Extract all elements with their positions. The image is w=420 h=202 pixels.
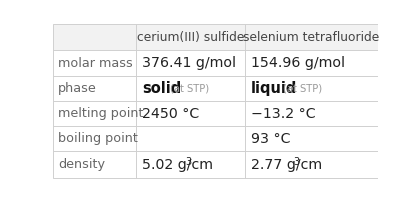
Text: melting point: melting point <box>58 107 143 120</box>
Text: 3: 3 <box>294 157 300 167</box>
Text: selenium tetrafluoride: selenium tetrafluoride <box>243 31 380 44</box>
Text: cerium(III) sulfide: cerium(III) sulfide <box>137 31 244 44</box>
Text: 93 °C: 93 °C <box>251 132 290 146</box>
Text: (at STP): (at STP) <box>170 84 209 94</box>
Text: 2450 °C: 2450 °C <box>142 107 200 121</box>
Text: 2.77 g/cm: 2.77 g/cm <box>251 158 322 172</box>
Text: (at STP): (at STP) <box>284 84 323 94</box>
Bar <box>52 24 378 50</box>
Text: boiling point: boiling point <box>58 132 138 145</box>
Text: phase: phase <box>58 82 97 95</box>
Text: molar mass: molar mass <box>58 57 133 70</box>
Text: −13.2 °C: −13.2 °C <box>251 107 315 121</box>
Text: 5.02 g/cm: 5.02 g/cm <box>142 158 213 172</box>
Text: density: density <box>58 158 105 171</box>
Text: solid: solid <box>142 81 182 96</box>
Text: 154.96 g/mol: 154.96 g/mol <box>251 56 345 70</box>
Text: 376.41 g/mol: 376.41 g/mol <box>142 56 236 70</box>
Text: liquid: liquid <box>251 81 297 96</box>
Text: 3: 3 <box>185 157 191 167</box>
